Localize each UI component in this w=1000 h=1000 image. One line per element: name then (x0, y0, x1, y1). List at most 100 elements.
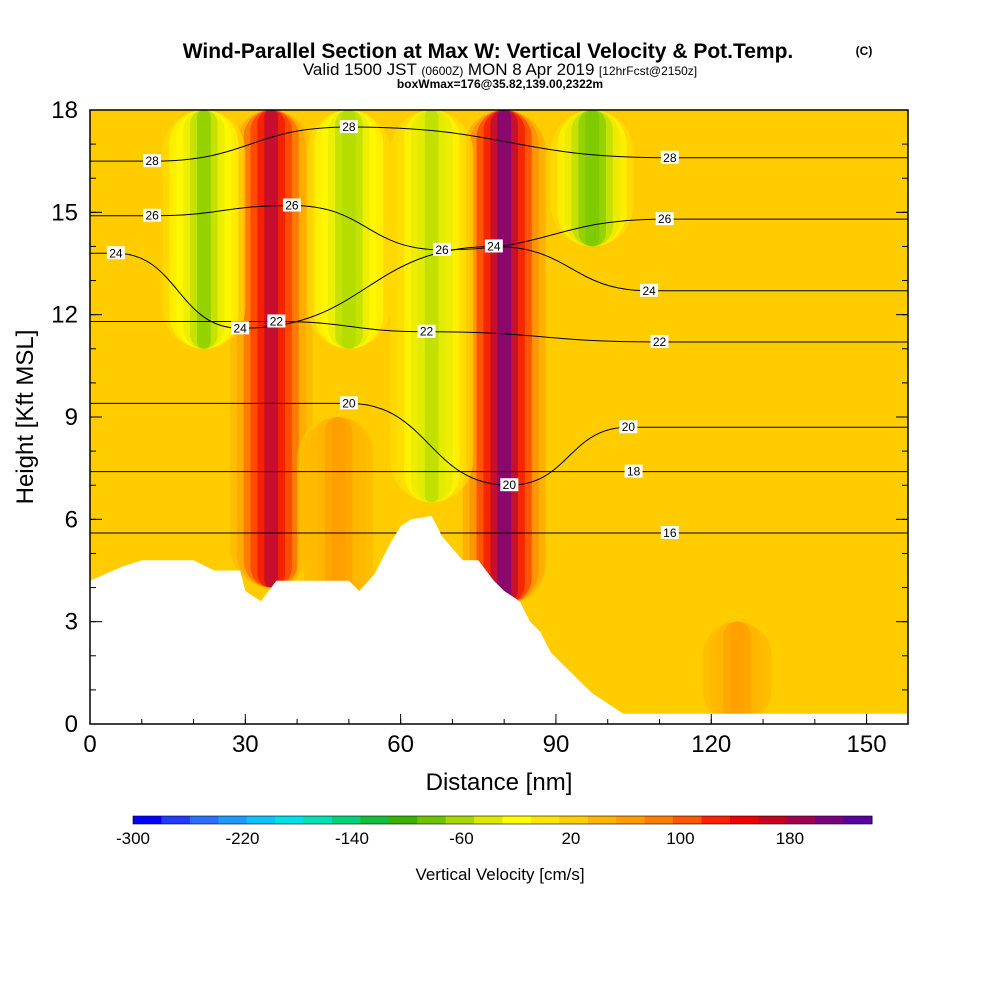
y-tick-label: 0 (65, 711, 78, 738)
x-tick-label: 0 (83, 731, 96, 758)
terrain-mask (90, 515, 908, 724)
contour-label-box (655, 212, 674, 226)
contour-label-box (660, 525, 679, 539)
contour-label-box (433, 242, 452, 256)
colorbar-segment (701, 816, 731, 824)
colorbar-segment (559, 816, 589, 824)
velocity-band (497, 110, 512, 605)
colorbar-segment (587, 816, 617, 824)
velocity-band (585, 110, 600, 247)
contour-label-text: 24 (487, 239, 501, 253)
contour-label-text: 18 (627, 465, 641, 479)
velocity-band (331, 417, 346, 622)
contour-label: 24 (231, 321, 250, 335)
velocity-band (424, 110, 439, 503)
contour-label-text: 22 (270, 314, 284, 328)
y-tick-label: 15 (51, 199, 78, 226)
y-tick-label: 3 (65, 609, 78, 636)
colorbar-segment (616, 816, 646, 824)
contour-label-box (484, 239, 503, 253)
axes: 0 30 60 90 120 150 0 3 6 9 12 15 18 (51, 97, 908, 758)
contour-label: 24 (106, 246, 125, 260)
contour-label: 26 (433, 242, 452, 257)
valid-utc: (0600Z) (421, 64, 463, 78)
x-axis-title: Distance [nm] (426, 769, 573, 796)
colorbar-segment (729, 816, 759, 824)
colorbar-frame (132, 815, 873, 825)
colorbar-segment (815, 816, 845, 824)
plot-area: 28 28 26 26 24 26 24 24 22 22 20 20 28 26 24 22 20 18 16 (90, 110, 908, 724)
contour-label-text: 22 (420, 325, 434, 339)
contour-label-box (143, 154, 162, 168)
contour-label-text: 28 (145, 154, 159, 168)
contour-label: 16 (660, 525, 679, 540)
contour-label-text: 26 (435, 243, 449, 257)
contour-label: 22 (417, 324, 436, 339)
contour-label-box (417, 324, 436, 338)
contour-label-box (624, 464, 643, 478)
colorbar-tick-label: -300 (116, 829, 150, 848)
contour-label: 20 (619, 420, 638, 434)
contour-label-text: 22 (653, 335, 667, 349)
velocity-field (162, 110, 779, 724)
contour-label-text: 26 (285, 199, 299, 213)
colorbar: -300 -220 -140 -60 20 100 180 (116, 815, 873, 848)
colorbar-tick-label: 100 (666, 829, 694, 848)
contour-label-text: 16 (663, 526, 677, 540)
contour-label-box (660, 150, 679, 164)
contour-label-text: 20 (503, 478, 517, 492)
valid-date: MON 8 Apr 2019 (468, 60, 595, 79)
x-tick-label: 30 (232, 731, 259, 758)
velocity-band (730, 621, 745, 724)
colorbar-tick-label: -140 (335, 829, 369, 848)
contour-label: 20 (500, 478, 519, 492)
contour-label: 24 (640, 283, 659, 298)
chart-title: Wind-Parallel Section at Max W: Vertical… (183, 40, 794, 63)
colorbar-segment (161, 816, 191, 824)
contour-label: 28 (660, 150, 679, 165)
colorbar-segment (530, 816, 560, 824)
colorbar-segment (502, 816, 532, 824)
colorbar-segment (388, 816, 418, 824)
colorbar-segment (275, 816, 305, 824)
contour-label-box (500, 478, 519, 492)
velocity-band (341, 110, 356, 349)
y-tick-label: 6 (65, 506, 78, 533)
x-tick-label: 120 (691, 731, 731, 758)
colorbar-tick-label: -60 (449, 829, 474, 848)
colorbar-segment (474, 816, 503, 824)
theta-contour-24 (90, 245, 908, 329)
contour-label: 28 (339, 120, 358, 134)
x-tick-label: 90 (543, 731, 570, 758)
colorbar-title: Vertical Velocity [cm/s] (415, 865, 584, 884)
contour-label-text: 20 (622, 420, 636, 434)
copyright-mark: (C) (856, 44, 873, 58)
colorbar-segment (758, 816, 788, 824)
contour-label-box (339, 120, 358, 134)
contour-label-box (650, 334, 669, 348)
contour-label-box (282, 198, 301, 212)
colorbar-segment (673, 816, 702, 824)
colorbar-segment (843, 816, 873, 824)
contour-label-text: 24 (642, 284, 656, 298)
colorbar-segment (246, 816, 276, 824)
x-tick-label: 60 (387, 731, 414, 758)
colorbar-tick-label: 20 (561, 829, 580, 848)
colorbar-segment (189, 816, 219, 824)
colorbar-segment (218, 816, 248, 824)
contour-label-box (619, 420, 638, 434)
contour-label: 22 (267, 314, 286, 328)
theta-contour-22 (90, 320, 908, 343)
contour-label: 24 (484, 239, 503, 253)
contour-label-box (106, 246, 125, 260)
colorbar-segment (445, 816, 475, 824)
contour-label-text: 28 (663, 151, 677, 165)
colorbar-tick-label: 180 (776, 829, 804, 848)
y-tick-label: 18 (51, 97, 78, 124)
theta-contour-labels: 28 28 26 26 24 26 24 24 22 22 20 20 28 26 24 22 20 18 16 (106, 120, 679, 540)
y-tick-label: 9 (65, 404, 78, 431)
box-info: boxWmax=176@35.82,139.00,2322m (397, 77, 603, 91)
valid-time-line: Valid 1500 JST (0600Z) MON 8 Apr 2019 [1… (303, 60, 697, 79)
contour-label-box (231, 321, 250, 335)
contour-label: 26 (655, 212, 674, 226)
